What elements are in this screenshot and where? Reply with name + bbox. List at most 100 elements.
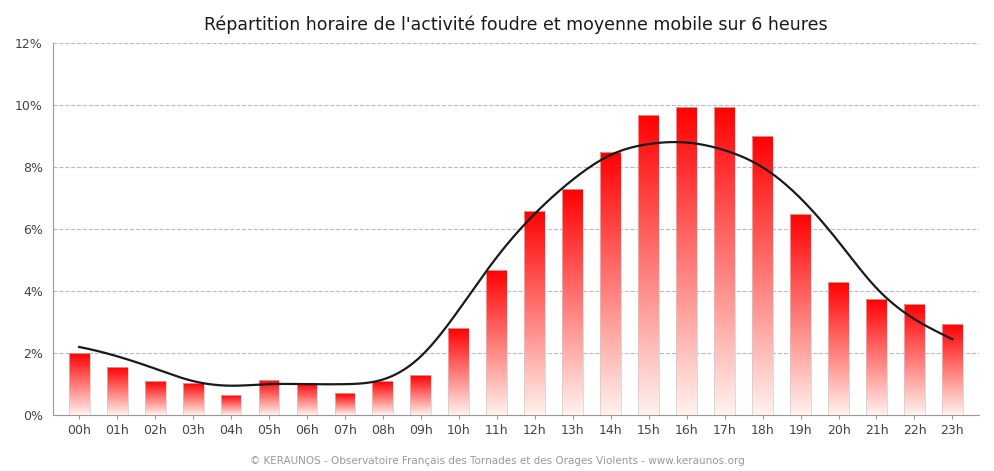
Bar [638,133,659,134]
Bar [563,292,583,293]
Bar [676,333,697,335]
Bar [638,254,659,256]
Bar [563,260,583,261]
Bar [676,383,697,384]
Bar [790,304,811,305]
Bar [790,312,811,313]
Bar [866,393,887,394]
Bar [638,296,659,298]
Bar [525,259,546,260]
Bar [714,380,735,381]
Bar [638,414,659,415]
Bar [790,276,811,277]
Bar [638,295,659,296]
Bar [714,221,735,222]
Bar [790,320,811,322]
Bar [866,314,887,315]
Bar [600,203,621,204]
Bar [525,349,546,351]
Bar [714,344,735,346]
Bar [525,224,546,225]
Bar [828,297,849,298]
Bar [600,229,621,231]
Bar [904,310,924,311]
Bar [790,371,811,372]
Bar [486,293,507,294]
Bar [486,338,507,339]
Bar [790,290,811,291]
Bar [600,394,621,395]
Bar [866,347,887,348]
Bar [600,306,621,307]
Bar [714,114,735,116]
Bar [714,222,735,224]
Bar [600,214,621,215]
Bar [676,324,697,326]
Bar [638,291,659,292]
Bar [676,370,697,372]
Bar [714,301,735,303]
Bar [600,183,621,185]
Bar [790,364,811,365]
Bar [638,148,659,149]
Bar [600,402,621,403]
Bar [790,374,811,375]
Bar [676,360,697,361]
Bar [714,335,735,337]
Bar [600,187,621,189]
Bar [752,213,773,214]
Bar [752,374,773,375]
Bar [714,153,735,154]
Bar [828,334,849,335]
Bar [525,382,546,383]
Bar [790,264,811,265]
Bar [486,304,507,305]
Bar [525,239,546,240]
Bar [525,256,546,257]
Bar [714,355,735,357]
Bar [790,329,811,330]
Bar [790,390,811,391]
Bar [638,319,659,320]
Bar [714,176,735,178]
Bar [676,283,697,284]
Bar [600,259,621,260]
Bar [638,256,659,257]
Bar [904,331,924,332]
Bar [714,386,735,387]
Bar [790,359,811,360]
Bar [563,196,583,197]
Bar [638,128,659,130]
Bar [752,332,773,333]
Bar [600,345,621,347]
Bar [790,406,811,407]
Bar [752,203,773,204]
Bar [790,280,811,281]
Bar [676,335,697,337]
Bar [600,320,621,322]
Bar [828,317,849,318]
Bar [790,333,811,334]
Bar [600,195,621,196]
Bar [600,399,621,401]
Bar [790,368,811,369]
Bar [828,408,849,409]
Bar [828,307,849,308]
Bar [904,320,924,321]
Bar [600,278,621,279]
Bar [486,403,507,404]
Bar [866,355,887,356]
Bar [828,412,849,413]
Bar [866,345,887,346]
Bar [828,292,849,293]
Bar [790,244,811,245]
Bar [676,159,697,161]
Bar [638,330,659,331]
Bar [600,282,621,284]
Bar [638,181,659,182]
Bar [752,157,773,159]
Bar [638,340,659,341]
Bar [638,121,659,122]
Bar [486,269,507,415]
Bar [828,385,849,386]
